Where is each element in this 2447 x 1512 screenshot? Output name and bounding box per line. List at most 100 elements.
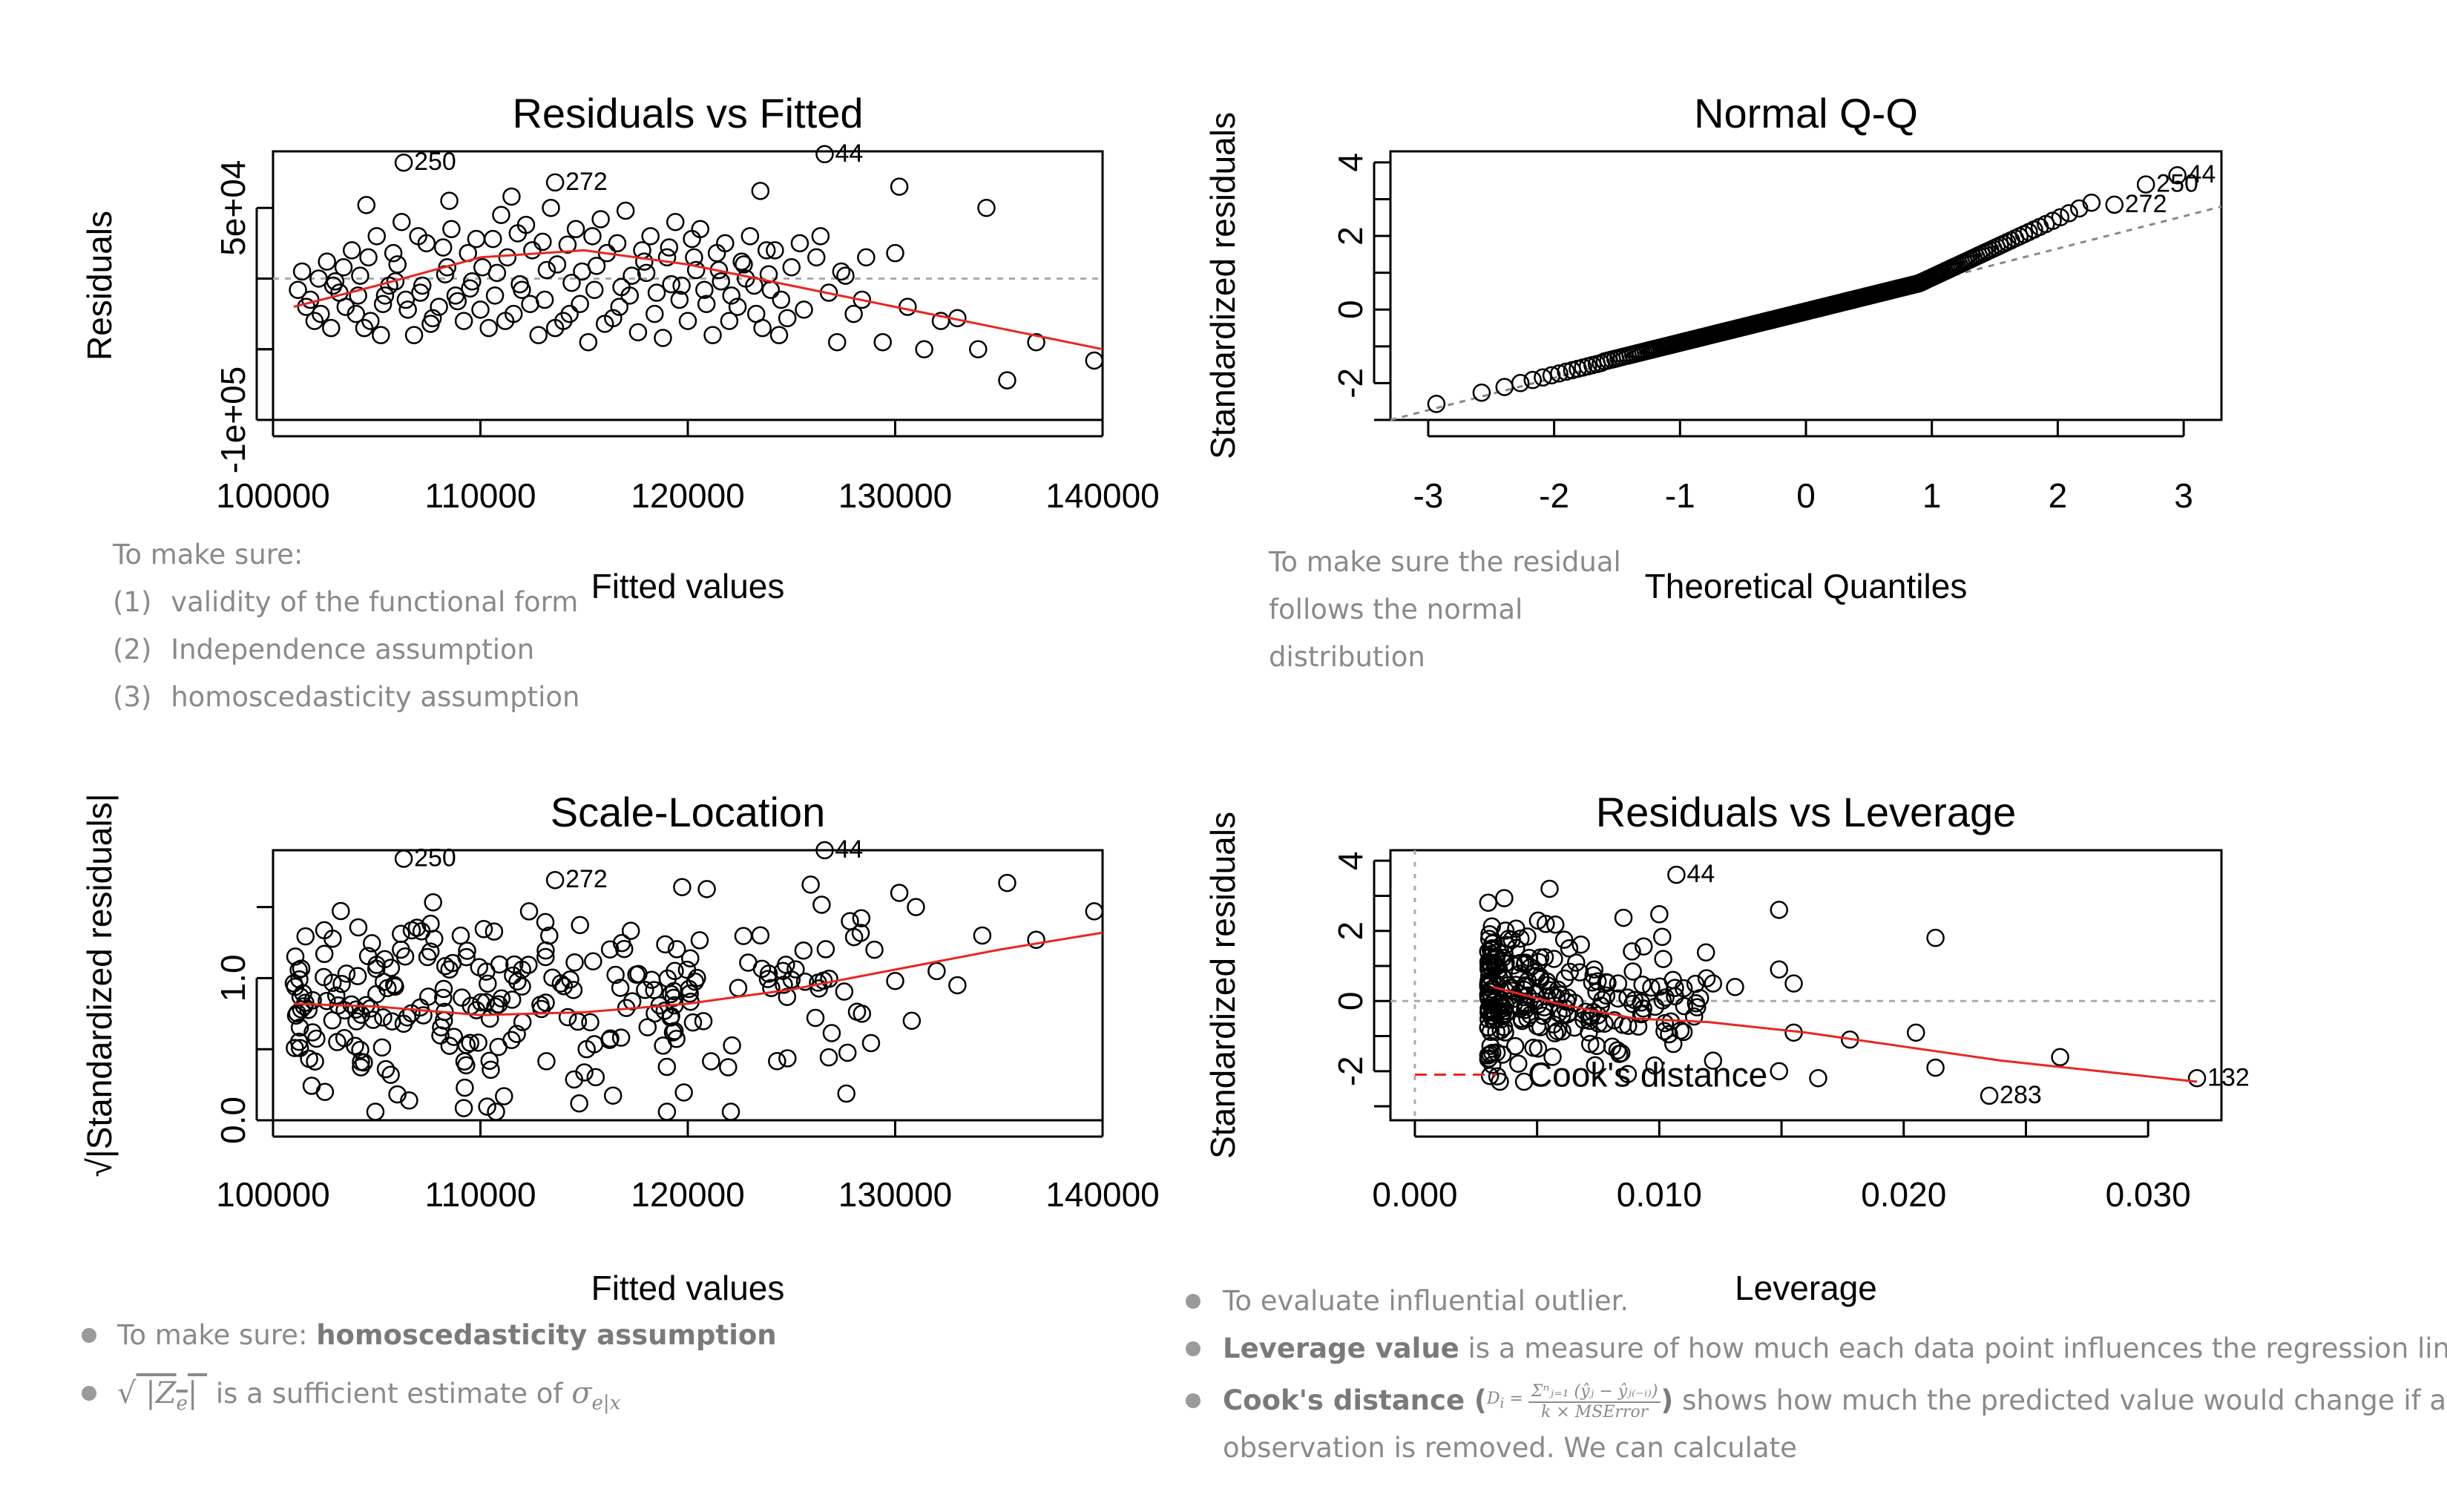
data-point: [969, 340, 988, 358]
point-label: 272: [2125, 190, 2167, 218]
cooks-formula-lhs-sub: i: [1500, 1396, 1505, 1412]
chart-title: Normal Q-Q: [1694, 90, 1918, 137]
data-point: [657, 248, 677, 267]
data-point: [1926, 928, 1945, 947]
data-point: [778, 987, 797, 1006]
data-point: [666, 213, 685, 231]
data-point: [332, 974, 351, 993]
data-point: [372, 326, 390, 344]
bullet-icon: [1186, 1294, 1200, 1309]
cooks-formula-lhs: D: [1486, 1390, 1500, 1409]
data-point: [398, 300, 417, 319]
data-point: [2082, 193, 2101, 212]
formula-sub: e: [176, 1393, 188, 1415]
data-point: [289, 280, 307, 299]
data-point: [778, 309, 797, 328]
data-point: [355, 318, 374, 338]
data-point: [844, 304, 863, 323]
y-tick-label: 2: [1331, 226, 1370, 246]
data-point: [1642, 978, 1661, 997]
data-point: [571, 916, 589, 935]
data-point: [683, 229, 701, 249]
sl-notes-item-2-text: is a sufficient estimate of: [207, 1378, 572, 1410]
data-point: [735, 255, 753, 274]
data-point: [835, 982, 854, 1001]
x-tick-label: 140000: [1045, 476, 1160, 515]
data-point: [1534, 368, 1552, 387]
cooks-formula-numerator: Σⁿⱼ₌₁ (ŷⱼ − ŷⱼ₍₋ᵢ₎): [1528, 1382, 1661, 1403]
data-point: [786, 960, 805, 979]
data-point: [583, 227, 602, 246]
data-point: [508, 224, 528, 243]
data-point: [485, 286, 505, 305]
data-point: [400, 1091, 418, 1110]
data-point: [1609, 974, 1628, 993]
rvf-notes-item-num: (2): [113, 634, 152, 665]
data-point: [571, 295, 589, 314]
data-point: [886, 972, 904, 990]
data-point: [1597, 973, 1617, 992]
data-point: [536, 947, 555, 967]
rvf-notes-item-text: Independence assumption: [171, 634, 535, 665]
data-point: [394, 1014, 413, 1033]
data-point: [519, 902, 539, 921]
data-point: [1488, 1067, 1507, 1086]
data-point: [1686, 994, 1706, 1013]
data-point: [672, 276, 691, 295]
data-point: [853, 290, 872, 309]
data-point: [444, 1028, 464, 1046]
data-point: [723, 1036, 741, 1055]
data-point: [323, 973, 342, 993]
data-point: [463, 272, 482, 291]
data-point: [346, 304, 366, 323]
data-point: [1623, 995, 1642, 1013]
rvf-notes-intro: To make sure:: [113, 539, 303, 571]
data-point: [386, 977, 404, 996]
data-point: [832, 262, 851, 281]
data-point: [636, 980, 654, 999]
data-point: [807, 248, 826, 267]
data-point: [608, 234, 627, 253]
x-tick-label: 110000: [424, 1175, 536, 1214]
data-point: [375, 286, 395, 305]
data-point: [1635, 937, 1653, 956]
data-point: [1531, 967, 1550, 986]
data-point: [521, 295, 539, 314]
rvl-notes: To evaluate influential outlier. Leverag…: [1186, 1278, 2447, 1472]
cooks-formula-denominator: k × MSError: [1541, 1402, 1649, 1421]
data-point: [635, 252, 654, 271]
x-tick-label: 0.010: [1617, 1175, 1702, 1214]
data-point: [757, 241, 776, 260]
data-point: [395, 947, 415, 966]
data-point: [587, 257, 606, 275]
data-point: [683, 1013, 703, 1032]
data-point: [621, 921, 640, 940]
data-point: [318, 991, 336, 1010]
data-point: [768, 1052, 786, 1071]
data-point: [873, 332, 892, 352]
data-point: [478, 1097, 496, 1116]
data-point: [455, 1052, 474, 1071]
data-point: [496, 312, 515, 330]
data-point: [1696, 943, 1715, 962]
data-point: [1586, 1056, 1605, 1075]
data-point: [816, 940, 835, 959]
data-point: [1479, 977, 1498, 996]
data-point: [759, 964, 778, 983]
y-axis-label: Standardized residuals: [1203, 812, 1242, 1159]
data-point: [315, 944, 334, 964]
data-point: [352, 1058, 370, 1077]
data-point: [554, 977, 574, 996]
data-point: [815, 841, 834, 860]
data-point: [815, 145, 834, 164]
data-point: [998, 873, 1016, 893]
data-point: [306, 1052, 324, 1071]
data-point: [289, 1032, 309, 1051]
data-point: [292, 262, 312, 281]
y-tick-label: 4: [1331, 153, 1370, 172]
data-point: [728, 298, 747, 316]
data-point: [1512, 1009, 1531, 1028]
x-tick-label: 140000: [1045, 1175, 1160, 1214]
data-point: [1726, 978, 1744, 996]
data-point: [492, 206, 510, 224]
